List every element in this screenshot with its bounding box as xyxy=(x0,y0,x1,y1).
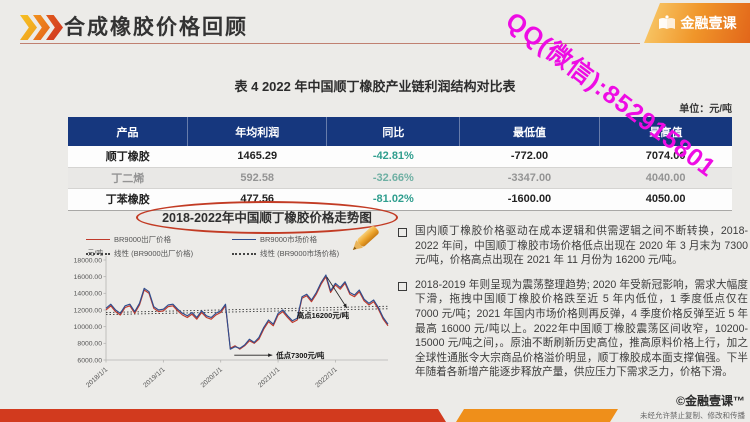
legend-label: BR9000出厂价格 xyxy=(114,235,172,244)
cell-avg-profit: 1465.29 xyxy=(187,146,327,168)
header-divider xyxy=(20,43,640,44)
legend-item: BR9000出厂价格 xyxy=(86,234,232,245)
pencil-icon xyxy=(352,226,379,251)
copyright-notice: 未经允许禁止复制、修改和传播 xyxy=(640,411,745,420)
cell-yoy: -81.02% xyxy=(326,188,460,211)
cell-min: -1600.00 xyxy=(459,188,600,211)
cell-product: 丁二烯 xyxy=(68,167,188,189)
table-title: 表 4 2022 年中国顺丁橡胶产业链利润结构对比表 xyxy=(234,79,516,94)
cell-yoy: -42.81% xyxy=(326,146,460,168)
chart-title: 2018-2022年中国顺丁橡胶价格走势图 xyxy=(162,211,372,225)
cell-min: -772.00 xyxy=(459,146,600,168)
cell-max: 7074.00 xyxy=(599,146,732,168)
profit-table: 产品 年均利润 同比 最低值 最高值 顺丁橡胶 1465.29 -42.81% … xyxy=(68,117,732,211)
table-row: 丁苯橡胶 477.56 -81.02% -1600.00 4050.00 xyxy=(68,188,732,211)
cell-max: 4050.00 xyxy=(599,188,732,211)
legend-item: BR9000市场价格 xyxy=(232,234,392,245)
column-header: 产品 xyxy=(68,117,188,146)
price-chart-svg: 元/吨18000.0016000.0014000.0012000.0010000… xyxy=(74,248,389,389)
svg-text:高点16200元/吨: 高点16200元/吨 xyxy=(297,311,350,320)
bullet-square-icon xyxy=(398,228,407,237)
cell-max: 4040.00 xyxy=(599,167,732,189)
cell-product: 丁苯橡胶 xyxy=(68,188,188,211)
table-row: 顺丁橡胶 1465.29 -42.81% -772.00 7074.00 xyxy=(68,146,732,168)
brand-logo-label: 金融壹课 xyxy=(680,15,737,31)
cell-avg-profit: 592.58 xyxy=(187,167,327,189)
notes-panel: 国内顺丁橡胶价格驱动在成本逻辑和供需逻辑之间不断转换，2018-2022 年间，… xyxy=(398,224,748,390)
brand-logo: 金融壹课 xyxy=(644,3,750,43)
table-header-row: 产品 年均利润 同比 最低值 最高值 xyxy=(68,117,732,146)
svg-text:2019/1/1: 2019/1/1 xyxy=(142,366,167,389)
chart-legend: BR9000出厂价格 BR9000市场价格 线性 (BR9000出厂价格) 线性… xyxy=(86,234,392,259)
svg-text:低点7300元/吨: 低点7300元/吨 xyxy=(275,351,325,360)
legend-item: 线性 (BR9000市场价格) xyxy=(232,248,392,259)
svg-text:10000.00: 10000.00 xyxy=(74,324,103,331)
legend-dotted-line-icon xyxy=(232,252,256,255)
column-header: 最高值 xyxy=(598,117,732,146)
cell-yoy: -32.66% xyxy=(326,167,460,189)
book-icon xyxy=(658,15,675,29)
column-header: 最低值 xyxy=(459,117,600,146)
bullet-square-icon xyxy=(398,281,407,291)
legend-line-red-icon xyxy=(86,239,110,240)
cell-min: -3347.00 xyxy=(459,167,600,189)
svg-text:2020/1/1: 2020/1/1 xyxy=(200,366,225,389)
svg-text:8000.00: 8000.00 xyxy=(77,341,102,348)
legend-label: 线性 (BR9000出厂价格) xyxy=(114,249,194,258)
bullet-text: 国内顺丁橡胶价格驱动在成本逻辑和供需逻辑之间不断转换，2018-2022 年间，… xyxy=(415,225,748,267)
bullet-text: 2018-2019 年则呈现为震荡整理趋势; 2020 年受新冠影响，需求大幅度… xyxy=(415,278,748,379)
legend-label: 线性 (BR9000市场价格) xyxy=(260,249,340,258)
legend-label: BR9000市场价格 xyxy=(260,235,318,244)
table-row: 丁二烯 592.58 -32.66% -3347.00 4040.00 xyxy=(68,167,732,189)
cell-product: 顺丁橡胶 xyxy=(68,146,188,168)
chevron-arrows-icon xyxy=(20,15,63,40)
footer-red-bar xyxy=(0,409,446,422)
legend-dotted-line-icon xyxy=(86,252,110,255)
column-header: 年均利润 xyxy=(187,117,327,146)
svg-text:2022/1/1: 2022/1/1 xyxy=(314,366,339,389)
legend-line-blue-icon xyxy=(232,239,256,240)
svg-text:12000.00: 12000.00 xyxy=(74,307,103,314)
chevron-icon xyxy=(20,15,37,40)
svg-text:16000.00: 16000.00 xyxy=(74,274,103,281)
svg-text:2021/1/1: 2021/1/1 xyxy=(257,366,282,389)
list-item: 国内顺丁橡胶价格驱动在成本逻辑和供需逻辑之间不断转换，2018-2022 年间，… xyxy=(398,224,748,268)
svg-text:18000.00: 18000.00 xyxy=(74,257,103,264)
list-item: 2018-2019 年则呈现为震荡整理趋势; 2020 年受新冠影响，需求大幅度… xyxy=(398,278,748,380)
svg-text:6000.00: 6000.00 xyxy=(77,357,102,364)
svg-text:2018/1/1: 2018/1/1 xyxy=(85,366,110,389)
copyright-brand: ©金融壹课™ xyxy=(676,394,745,408)
legend-item: 线性 (BR9000出厂价格) xyxy=(86,248,232,259)
column-header: 同比 xyxy=(326,117,460,146)
svg-text:14000.00: 14000.00 xyxy=(74,291,103,298)
unit-label: 单位：元/吨 xyxy=(679,104,732,115)
copyright-block: ©金融壹课™ 未经允许禁止复制、修改和传播 xyxy=(640,392,745,421)
footer-orange-bar xyxy=(456,409,618,422)
page-title: 合成橡胶价格回顾 xyxy=(64,16,248,39)
